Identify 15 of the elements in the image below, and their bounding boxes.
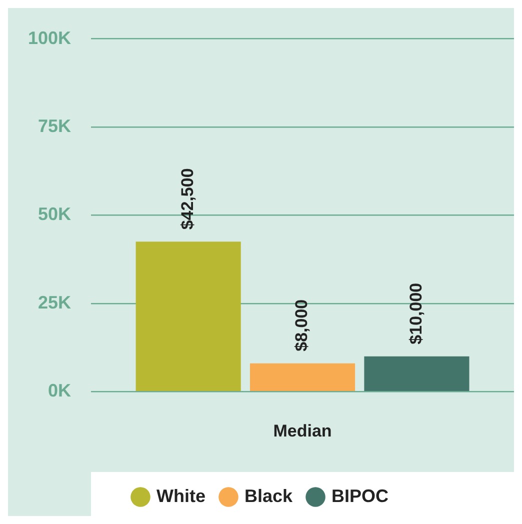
y-tick-label: 0K bbox=[48, 380, 72, 401]
legend-label: Black bbox=[244, 486, 294, 506]
y-tick-label: 100K bbox=[28, 28, 72, 48]
legend-label: White bbox=[156, 486, 206, 506]
data-label: $8,000 bbox=[292, 299, 312, 352]
y-tick-label: 75K bbox=[38, 116, 72, 136]
data-label: $42,500 bbox=[178, 168, 197, 230]
data-label: $10,000 bbox=[406, 282, 426, 344]
y-tick-label: 50K bbox=[38, 204, 72, 224]
bar bbox=[364, 356, 470, 391]
legend-label: BIPOC bbox=[332, 486, 389, 506]
bar bbox=[250, 363, 356, 391]
x-tick-label: Median bbox=[273, 421, 332, 440]
bar bbox=[136, 242, 241, 391]
y-tick-label: 25K bbox=[38, 292, 72, 312]
